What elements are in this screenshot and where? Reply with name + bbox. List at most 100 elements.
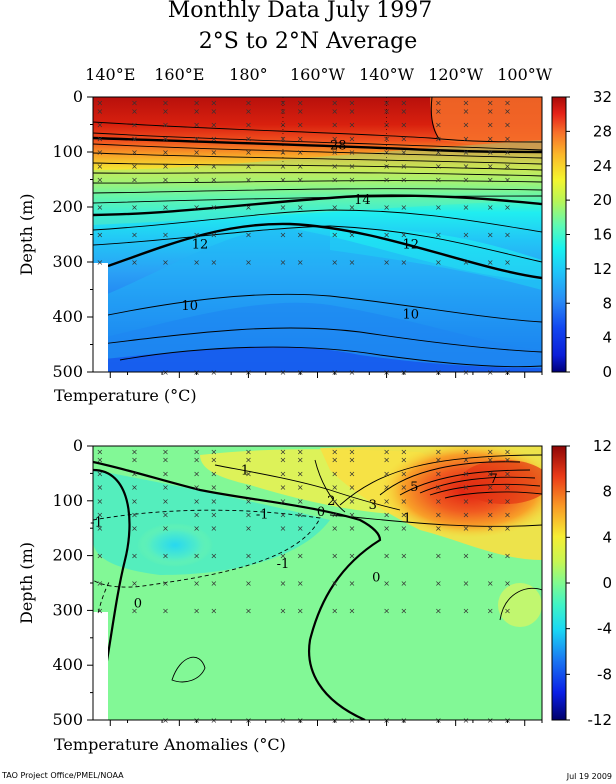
temperature-sample-mark: ×: [131, 148, 138, 157]
temperature-contour-label: 12: [192, 237, 209, 252]
temperature-sample-mark: ×: [211, 134, 218, 143]
temperature-sample-mark: ×: [193, 99, 200, 108]
temperature-sample-mark: ×: [297, 176, 304, 185]
anomaly-sample-mark: ×: [383, 524, 390, 533]
anomaly-sample-mark: ×: [97, 483, 104, 492]
temperature-sample-mark: ×: [97, 99, 104, 108]
temperature-sample-mark: ×: [400, 99, 407, 108]
temperature-sample-mark: ×: [331, 121, 338, 130]
anomaly-sample-mark: ×: [280, 511, 287, 520]
anomaly-sample-mark: ×: [400, 483, 407, 492]
temperature-sample-mark: ×: [349, 162, 356, 171]
temperature-sample-mark: ×: [487, 203, 494, 212]
anomaly-sample-mark: ×: [97, 456, 104, 465]
footer-credit: TAO Project Office/PMEL/NOAA: [1, 771, 124, 780]
anomaly-sample-mark: ×: [97, 469, 104, 478]
anomaly-sample-mark: ×: [463, 579, 470, 588]
temperature-sample-mark: ×: [297, 148, 304, 157]
anomaly-sample-mark: ×: [504, 579, 511, 588]
anomaly-sample-mark: ×: [245, 456, 252, 465]
temperature-sample-mark: ×: [349, 99, 356, 108]
temperature-contour-label: 10: [402, 307, 419, 322]
temperature-colorbar-label: 32: [593, 88, 612, 106]
temperature-sample-mark: ×: [463, 231, 470, 240]
temperature-sample-mark: ×: [349, 121, 356, 130]
anomaly-sample-mark: ×: [400, 497, 407, 506]
anomaly-sample-mark: ×: [331, 524, 338, 533]
xtick-label: 140°W: [359, 65, 415, 84]
anomaly-sample-mark: ×: [463, 456, 470, 465]
temperature-sample-mark: ×: [280, 231, 287, 240]
anomaly-sample-mark: ×: [463, 447, 470, 456]
anomaly-sample-mark: ×: [97, 511, 104, 520]
anomaly-sample-mark: ×: [331, 552, 338, 561]
anomaly-sample-mark: ×: [211, 483, 218, 492]
temperature-sample-mark: ×: [331, 148, 338, 157]
temperature-sample-mark: ×: [331, 258, 338, 267]
xtick-label: 100°W: [497, 65, 553, 84]
anomaly-contour-label: 5: [410, 480, 418, 495]
temperature-sample-mark: ×: [131, 134, 138, 143]
temperature-sample-mark: ×: [193, 231, 200, 240]
anomaly-sample-mark: ×: [245, 511, 252, 520]
anomaly-ytick-label: 500: [52, 710, 83, 729]
temperature-contour-label: 10: [181, 299, 198, 314]
anomaly-caption: Temperature Anomalies (°C): [54, 735, 286, 754]
anomaly-sample-mark: ×: [297, 469, 304, 478]
temperature-ytick-label: 0: [73, 87, 83, 106]
temperature-colorbar-label: 28: [593, 122, 612, 140]
temperature-sample-mark: ×: [435, 203, 442, 212]
temperature-sample-mark: ×: [193, 107, 200, 116]
temperature-sample-mark: ×: [131, 107, 138, 116]
temperature-sample-mark: ×: [504, 231, 511, 240]
anomaly-ytick-label: 400: [52, 655, 83, 674]
temperature-sample-mark: ×: [297, 203, 304, 212]
anomaly-sample-mark: ×: [280, 524, 287, 533]
temperature-sample-mark: ×: [435, 162, 442, 171]
anomaly-sample-mark: ×: [504, 511, 511, 520]
temperature-colorbar-label: 8: [602, 294, 612, 312]
temperature-sample-mark: ×: [162, 203, 169, 212]
temperature-colorbar-label: 24: [593, 157, 612, 175]
anomaly-sample-mark: ×: [131, 579, 138, 588]
anomaly-contour-label: 0: [134, 596, 142, 611]
temperature-sample-mark: ×: [131, 162, 138, 171]
temperature-sample-mark: ×: [331, 107, 338, 116]
anomaly-sample-mark: ×: [504, 524, 511, 533]
anomaly-sample-mark: ×: [331, 511, 338, 520]
temperature-sample-mark: ×: [162, 231, 169, 240]
anomaly-sample-mark: ×: [162, 511, 169, 520]
temperature-sample-mark: ×: [97, 231, 104, 240]
temperature-sample-mark: ×: [487, 148, 494, 157]
anomaly-sample-mark: ×: [280, 456, 287, 465]
anomaly-sample-mark: ×: [400, 456, 407, 465]
anomaly-ytick-label: 300: [52, 600, 83, 619]
anomaly-contour-label: 3: [369, 498, 377, 513]
anomaly-sample-mark: ×: [383, 456, 390, 465]
temperature-sample-mark: ×: [435, 121, 442, 130]
anomaly-sample-mark: ×: [131, 552, 138, 561]
temperature-sample-mark: ×: [504, 258, 511, 267]
anomaly-sample-mark: ×: [487, 447, 494, 456]
temperature-sample-mark: ×: [162, 148, 169, 157]
temperature-field: [93, 97, 542, 372]
anomaly-sample-mark: ×: [211, 469, 218, 478]
temperature-sample-mark: ×: [245, 121, 252, 130]
anomaly-sample-mark: ×: [97, 524, 104, 533]
anomaly-sample-mark: ×: [504, 606, 511, 615]
temperature-sample-mark: ×: [162, 134, 169, 143]
temperature-sample-mark: ×: [193, 162, 200, 171]
anomaly-contour-label: -1: [256, 508, 269, 523]
temperature-ytick-label: 300: [52, 252, 83, 271]
temperature-sample-mark: ×: [97, 107, 104, 116]
anomaly-sample-mark: ×: [245, 469, 252, 478]
temperature-sample-mark: ×: [97, 162, 104, 171]
temperature-colorbar-label: 4: [602, 329, 612, 347]
anomaly-sample-mark: ×: [349, 511, 356, 520]
temperature-sample-mark: ×: [245, 203, 252, 212]
temperature-sample-mark: ×: [297, 162, 304, 171]
temperature-sample-mark: ×: [349, 148, 356, 157]
anomaly-ytick-label: 200: [52, 546, 83, 565]
anomaly-sample-mark: ×: [162, 524, 169, 533]
anomaly-missing-data: [93, 612, 108, 720]
